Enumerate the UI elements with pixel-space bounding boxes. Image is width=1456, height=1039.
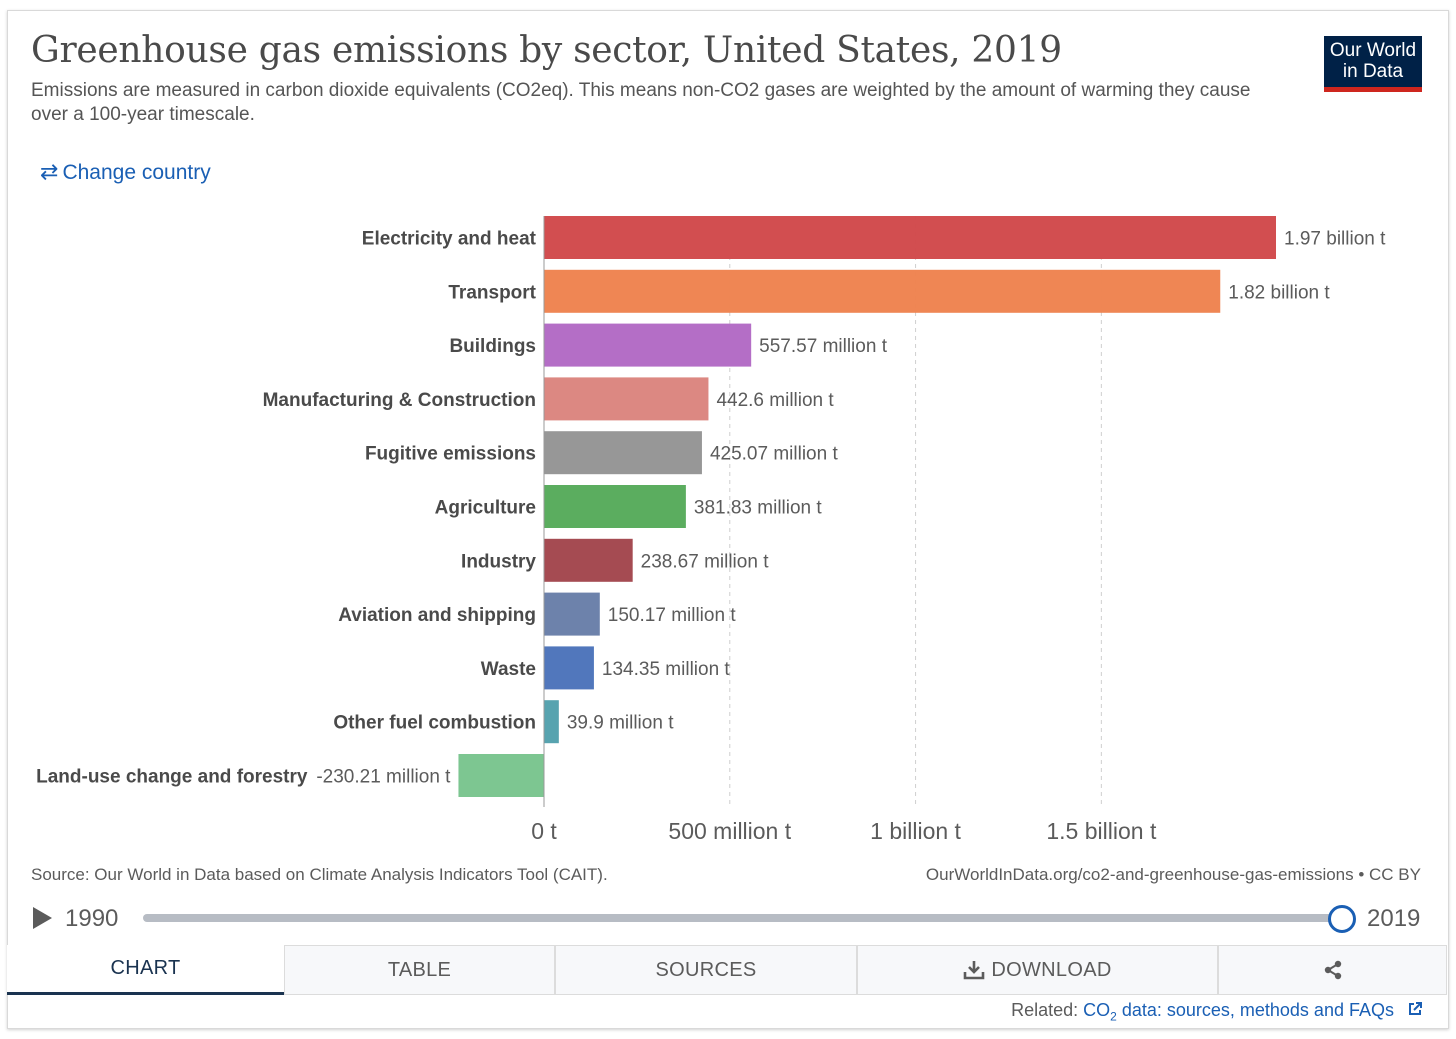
related-links: Related: CO2 data: sources, methods and … <box>1011 1000 1423 1024</box>
data-label: 557.57 million t <box>759 336 888 357</box>
timeline-track[interactable] <box>143 914 1343 922</box>
category-label: Waste <box>481 659 536 680</box>
category-label: Land-use change and forestry <box>36 767 308 788</box>
category-label: Manufacturing & Construction <box>263 390 536 411</box>
bar[interactable] <box>544 431 702 475</box>
data-label: 425.07 million t <box>710 444 839 465</box>
share-button[interactable] <box>1218 945 1447 995</box>
category-label: Other fuel combustion <box>333 713 536 734</box>
share-icon <box>1324 960 1341 980</box>
x-tick-label: 1 billion t <box>870 818 961 844</box>
related-faq-link[interactable]: CO2 data: sources, methods and FAQs <box>1083 1000 1394 1024</box>
external-link-icon <box>1409 1002 1422 1015</box>
data-label: 1.97 billion t <box>1284 229 1386 250</box>
data-label: 1.82 billion t <box>1228 282 1330 303</box>
category-label: Transport <box>448 282 536 303</box>
data-label: 39.9 million t <box>567 713 674 734</box>
bar[interactable] <box>458 754 544 797</box>
category-label: Aviation and shipping <box>338 605 536 626</box>
play-icon[interactable] <box>33 907 52 929</box>
bar[interactable] <box>544 646 594 690</box>
data-label: 150.17 million t <box>608 605 737 626</box>
category-label: Buildings <box>449 336 536 357</box>
data-label: -230.21 million t <box>316 767 451 788</box>
tab-sources[interactable]: SOURCES <box>555 945 857 995</box>
bar[interactable] <box>544 700 559 744</box>
related-prefix: Related: <box>1011 1000 1079 1020</box>
category-label: Industry <box>461 551 536 572</box>
x-tick-label: 500 million t <box>668 818 791 844</box>
related-link-sub: 2 <box>1110 1009 1117 1024</box>
logo-line2: in Data <box>1342 61 1404 82</box>
chart-subtitle: Emissions are measured in carbon dioxide… <box>31 80 1251 125</box>
timeline-handle[interactable] <box>1328 905 1356 933</box>
change-country-button[interactable]: ⇄ Change country <box>40 159 211 185</box>
bar-chart: Electricity and heat 1.97 billion t Transp… <box>36 216 1386 844</box>
category-label: Agriculture <box>435 498 536 519</box>
data-label: 134.35 million t <box>602 659 731 680</box>
data-label: 381.83 million t <box>694 498 823 519</box>
related-link-post: data: sources, methods and FAQs <box>1116 1000 1394 1020</box>
related-link-pre: CO <box>1083 1000 1111 1020</box>
download-icon <box>964 961 985 980</box>
chart-card <box>7 10 1449 1029</box>
change-country-label: Change country <box>62 161 211 184</box>
bar[interactable] <box>544 323 752 367</box>
page-title: Greenhouse gas emissions by sector, Unit… <box>31 30 1062 71</box>
x-tick-label: 1.5 billion t <box>1046 818 1157 844</box>
category-label: Fugitive emissions <box>365 444 536 465</box>
bar[interactable] <box>544 538 633 582</box>
bar[interactable] <box>544 592 600 636</box>
timeline-end-year: 2019 <box>1367 905 1421 932</box>
bar[interactable] <box>544 216 1276 259</box>
x-tick-label: 0 t <box>531 818 557 844</box>
owid-logo[interactable]: Our World in Data <box>1324 36 1422 92</box>
category-label: Electricity and heat <box>362 229 537 250</box>
timeline-start-year: 1990 <box>65 905 119 932</box>
logo-line1: Our World <box>1329 40 1417 61</box>
swap-arrows-icon: ⇄ <box>40 159 59 184</box>
source-url[interactable]: OurWorldInData.org/co2-and-greenhouse-ga… <box>925 865 1421 884</box>
source-note: Source: Our World in Data based on Clima… <box>31 865 608 884</box>
bar[interactable] <box>544 377 709 421</box>
bar[interactable] <box>544 269 1221 313</box>
data-label: 238.67 million t <box>641 551 770 572</box>
tab-download[interactable]: DOWNLOAD <box>857 945 1218 995</box>
tab-bar: CHART TABLE SOURCES DOWNLOAD <box>7 945 1447 995</box>
bar[interactable] <box>544 485 686 528</box>
data-label: 442.6 million t <box>716 390 834 411</box>
tab-chart[interactable]: CHART <box>7 945 284 995</box>
tab-table[interactable]: TABLE <box>284 945 555 995</box>
download-label: DOWNLOAD <box>991 958 1112 981</box>
